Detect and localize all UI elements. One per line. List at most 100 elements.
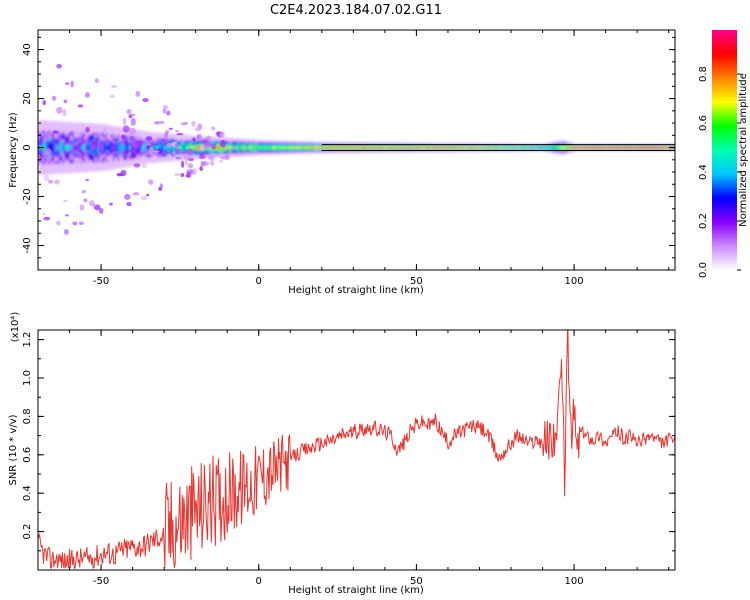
- heatmap-cell: [314, 146, 317, 149]
- heatmap-cell: [442, 147, 446, 149]
- heatmap-cell: [652, 147, 656, 149]
- heatmap-cell: [246, 146, 249, 149]
- heatmap-cell: [441, 147, 444, 149]
- heatmap-cell: [350, 146, 353, 149]
- heatmap-cell: [189, 146, 192, 149]
- heatmap-cell: [79, 144, 83, 151]
- spectrogram-x-axis: -50 0 50 100: [37, 30, 670, 287]
- heatmap-cell: [323, 146, 327, 149]
- y-tick-label: 40: [22, 43, 33, 56]
- heatmap-speckle: [79, 204, 85, 211]
- heatmap-cell: [386, 146, 389, 149]
- heatmap-cell: [537, 147, 541, 149]
- heatmap-cell: [272, 146, 276, 149]
- heatmap-cell: [628, 147, 631, 149]
- heatmap-cell: [278, 146, 281, 149]
- heatmap-cell: [437, 147, 440, 149]
- heatmap-cell: [45, 144, 49, 151]
- heatmap-speckle: [199, 145, 205, 151]
- heatmap-cell: [335, 146, 338, 149]
- heatmap-cell: [482, 147, 486, 149]
- heatmap-cell: [382, 146, 385, 149]
- y-tick-label: 0.4: [22, 485, 33, 501]
- heatmap-speckle: [199, 153, 205, 156]
- heatmap-speckle: [62, 109, 67, 117]
- heatmap-speckle: [129, 127, 136, 136]
- heatmap-cell: [319, 146, 323, 149]
- heatmap-speckle: [153, 150, 160, 153]
- heatmap-speckle: [219, 131, 225, 138]
- heatmap-cell: [499, 147, 503, 149]
- heatmap-cell: [159, 146, 162, 150]
- heatmap-cell: [109, 145, 113, 150]
- heatmap-cell: [174, 146, 177, 149]
- heatmap-speckle: [199, 155, 206, 160]
- heatmap-cell: [270, 146, 274, 149]
- heatmap-cell: [399, 147, 402, 149]
- heatmap-speckle: [158, 120, 165, 125]
- colorbar-tick-label: 0.4: [698, 164, 709, 180]
- heatmap-speckle: [91, 204, 98, 207]
- heatmap-cell: [123, 145, 126, 150]
- heatmap-cell: [102, 145, 105, 150]
- heatmap-cell: [533, 147, 537, 149]
- heatmap-speckle: [77, 104, 84, 108]
- x-tick-label: -50: [93, 276, 109, 287]
- heatmap-speckle: [120, 134, 125, 139]
- heatmap-cell: [357, 146, 361, 149]
- heatmap-cell: [393, 147, 397, 149]
- heatmap-cell: [111, 145, 115, 150]
- heatmap-cell: [616, 147, 620, 149]
- y-tick-label: 0.2: [22, 524, 33, 540]
- heatmap-cell: [130, 145, 134, 150]
- heatmap-cell: [96, 145, 100, 151]
- heatmap-cell: [310, 146, 313, 149]
- heatmap-cell: [81, 144, 85, 151]
- heatmap-speckle: [73, 147, 79, 152]
- heatmap-cell: [476, 147, 480, 149]
- heatmap-cell: [556, 146, 559, 149]
- heatmap-cell: [492, 147, 495, 149]
- heatmap-cell: [444, 147, 448, 149]
- heatmap-cell: [389, 147, 393, 149]
- heatmap-cell: [316, 146, 319, 149]
- heatmap-cell: [140, 145, 143, 150]
- heatmap-cell: [406, 147, 410, 149]
- heatmap-cell: [178, 146, 181, 149]
- heatmap-speckle: [56, 220, 61, 226]
- heatmap-cell: [605, 147, 609, 149]
- heatmap-cell: [416, 147, 419, 149]
- heatmap-cell: [219, 146, 223, 149]
- heatmap-cell: [654, 147, 658, 149]
- snr-frame: [37, 329, 676, 571]
- heatmap-cell: [554, 146, 558, 149]
- heatmap-cell: [433, 147, 436, 149]
- heatmap-speckle: [148, 179, 154, 185]
- heatmap-speckle: [103, 127, 107, 132]
- heatmap-cell: [187, 146, 190, 149]
- heatmap-cell: [429, 147, 433, 149]
- heatmap-cell: [183, 146, 187, 149]
- heatmap-speckle: [48, 179, 54, 184]
- heatmap-cell: [157, 145, 160, 150]
- heatmap-cell: [651, 147, 654, 149]
- heatmap-speckle: [165, 129, 170, 134]
- heatmap-cell: [196, 146, 200, 149]
- heatmap-speckle: [122, 125, 130, 133]
- heatmap-cell: [592, 147, 595, 149]
- heatmap-cell: [234, 146, 238, 149]
- heatmap-cell: [456, 147, 459, 149]
- y-tick-label: 0.8: [22, 408, 33, 424]
- heatmap-cell: [240, 146, 243, 149]
- heatmap-cell: [359, 146, 363, 149]
- heatmap-cell: [613, 147, 616, 149]
- heatmap-speckle: [94, 78, 99, 84]
- heatmap-speckle: [209, 159, 215, 167]
- heatmap-speckle: [133, 163, 141, 168]
- heatmap-cell: [179, 146, 183, 149]
- heatmap-speckle: [202, 138, 208, 145]
- colorbar-tick-label: 0.6: [698, 115, 709, 131]
- heatmap-cell: [249, 146, 253, 149]
- x-tick-label: 0: [256, 576, 262, 587]
